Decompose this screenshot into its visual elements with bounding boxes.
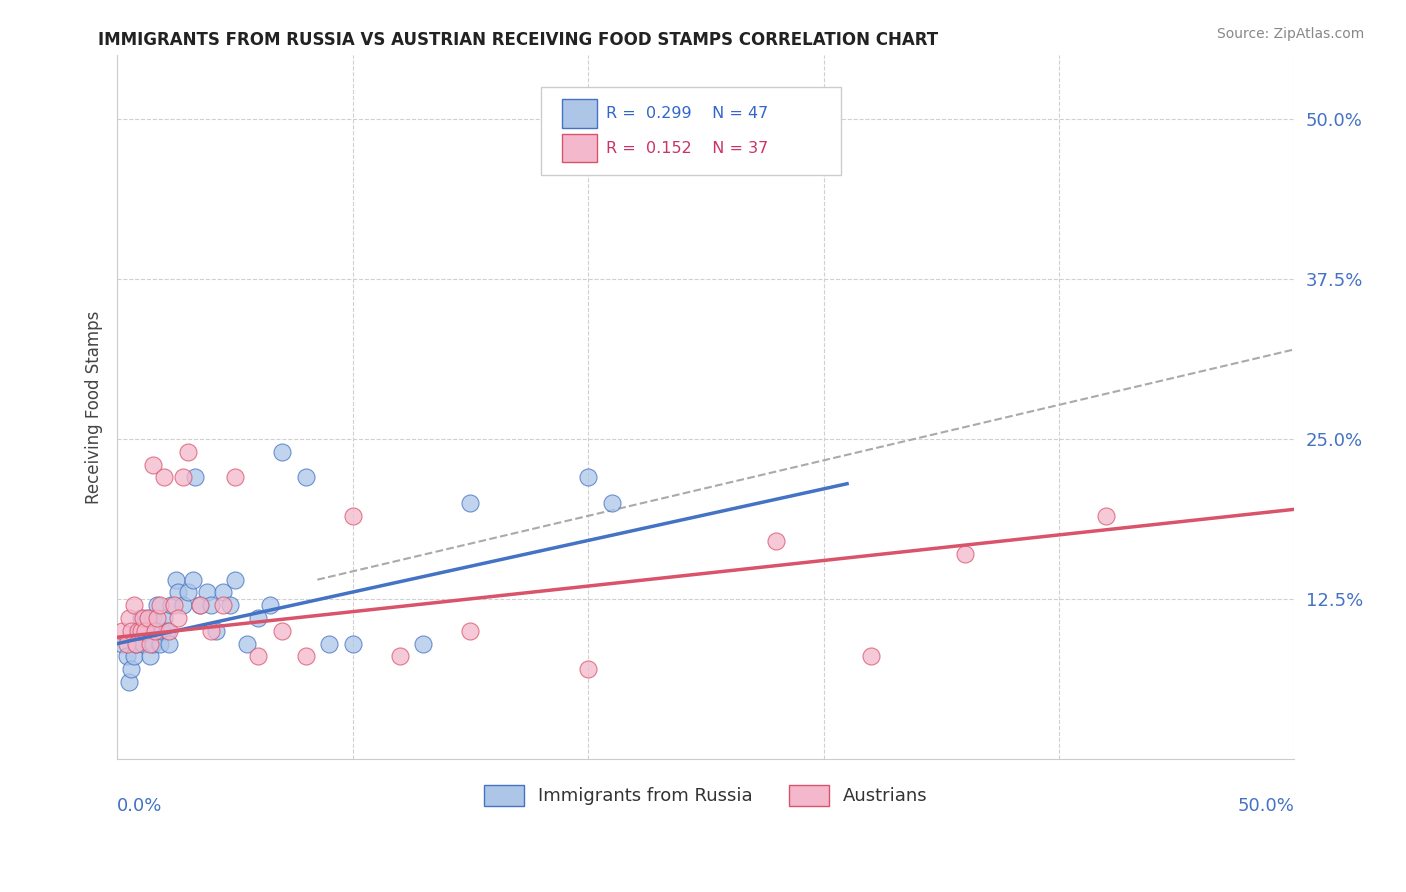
Point <box>132 637 155 651</box>
Point <box>127 624 149 638</box>
Point <box>146 611 169 625</box>
Point <box>148 599 170 613</box>
Point <box>205 624 228 638</box>
Point <box>188 599 211 613</box>
Point <box>127 624 149 638</box>
Point <box>388 649 411 664</box>
Point <box>765 534 787 549</box>
Point <box>212 585 235 599</box>
Point <box>271 444 294 458</box>
Point <box>460 496 482 510</box>
Text: 0.0%: 0.0% <box>117 797 163 815</box>
Point <box>122 649 145 664</box>
Point <box>136 611 159 625</box>
Point <box>129 624 152 638</box>
Text: Source: ZipAtlas.com: Source: ZipAtlas.com <box>1216 27 1364 41</box>
Point <box>184 470 207 484</box>
Point <box>460 624 482 638</box>
Point <box>141 637 163 651</box>
FancyBboxPatch shape <box>541 87 841 175</box>
Point <box>143 624 166 638</box>
Point <box>150 624 173 638</box>
Point <box>120 624 142 638</box>
Point <box>342 508 364 523</box>
Point <box>143 624 166 638</box>
Point <box>200 624 222 638</box>
Point <box>181 573 204 587</box>
Point <box>294 649 316 664</box>
Point <box>125 637 148 651</box>
Point <box>318 637 340 651</box>
Y-axis label: Receiving Food Stamps: Receiving Food Stamps <box>86 310 103 504</box>
Point <box>224 470 246 484</box>
Point <box>129 611 152 625</box>
Point <box>115 637 138 651</box>
Point <box>156 624 179 638</box>
Point <box>167 611 190 625</box>
Point <box>115 649 138 664</box>
Point <box>141 611 163 625</box>
Point <box>167 585 190 599</box>
Point <box>146 599 169 613</box>
Point <box>259 599 281 613</box>
Text: 50.0%: 50.0% <box>1237 797 1295 815</box>
Point <box>153 470 176 484</box>
Point <box>247 611 270 625</box>
Point <box>177 444 200 458</box>
Point <box>134 624 156 638</box>
Point <box>153 611 176 625</box>
Point <box>576 470 599 484</box>
Point <box>953 547 976 561</box>
Legend: Immigrants from Russia, Austrians: Immigrants from Russia, Austrians <box>477 778 935 814</box>
Point <box>120 662 142 676</box>
Point <box>118 611 141 625</box>
Point <box>111 637 134 651</box>
Point <box>235 637 257 651</box>
Point <box>111 624 134 638</box>
Point <box>122 599 145 613</box>
Point <box>576 662 599 676</box>
Point <box>177 585 200 599</box>
Point <box>412 637 434 651</box>
Point <box>157 637 180 651</box>
Point <box>342 637 364 651</box>
Point <box>129 624 152 638</box>
Point <box>157 624 180 638</box>
Point <box>160 599 183 613</box>
Point <box>172 599 194 613</box>
Point <box>200 599 222 613</box>
Point <box>224 573 246 587</box>
Bar <box>562 134 598 162</box>
Point <box>118 675 141 690</box>
Point <box>195 585 218 599</box>
Point <box>125 637 148 651</box>
Point <box>172 470 194 484</box>
Point <box>271 624 294 638</box>
Point <box>132 611 155 625</box>
Point <box>294 470 316 484</box>
Bar <box>562 100 598 128</box>
Point <box>188 599 211 613</box>
Point <box>219 599 242 613</box>
Point <box>1095 508 1118 523</box>
Text: R =  0.299    N = 47: R = 0.299 N = 47 <box>606 106 768 121</box>
Point <box>148 637 170 651</box>
Point <box>139 649 162 664</box>
Point <box>212 599 235 613</box>
Point <box>163 599 186 613</box>
Point <box>859 649 882 664</box>
Point <box>136 611 159 625</box>
Point <box>134 624 156 638</box>
Point <box>247 649 270 664</box>
Point <box>141 458 163 472</box>
Text: R =  0.152    N = 37: R = 0.152 N = 37 <box>606 141 768 155</box>
Text: IMMIGRANTS FROM RUSSIA VS AUSTRIAN RECEIVING FOOD STAMPS CORRELATION CHART: IMMIGRANTS FROM RUSSIA VS AUSTRIAN RECEI… <box>98 31 939 49</box>
Point <box>165 573 187 587</box>
Point <box>139 637 162 651</box>
Point <box>600 496 623 510</box>
